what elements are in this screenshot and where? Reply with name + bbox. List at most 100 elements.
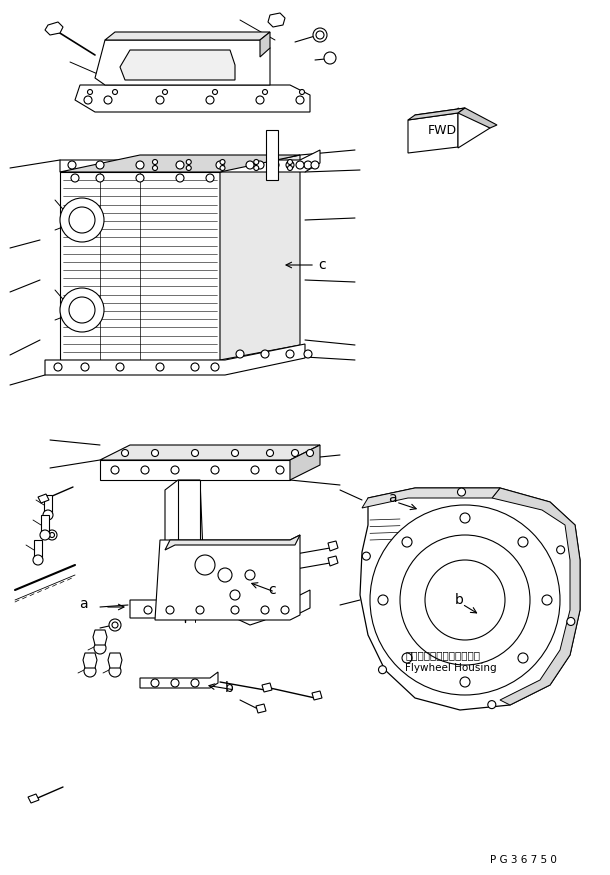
Text: a: a [79,597,88,611]
Circle shape [261,350,269,358]
Circle shape [370,505,560,695]
Circle shape [518,653,528,663]
Circle shape [206,96,214,104]
Circle shape [84,665,96,677]
Circle shape [212,89,218,94]
Circle shape [518,537,528,547]
Polygon shape [362,488,500,508]
Polygon shape [360,488,580,710]
Polygon shape [408,108,465,120]
Circle shape [112,622,118,628]
Circle shape [287,165,293,171]
Polygon shape [328,541,338,551]
Circle shape [425,560,505,640]
Circle shape [211,363,219,371]
Circle shape [156,96,164,104]
Circle shape [40,530,50,540]
Polygon shape [492,488,580,705]
Circle shape [186,165,192,171]
Circle shape [112,89,118,94]
Polygon shape [60,150,320,172]
Circle shape [379,666,387,674]
Circle shape [311,161,319,169]
Circle shape [191,363,199,371]
Polygon shape [130,590,310,618]
Text: b: b [455,593,464,607]
Circle shape [218,568,232,582]
Circle shape [171,466,179,474]
Circle shape [49,533,54,537]
Circle shape [245,570,255,580]
Circle shape [43,510,53,520]
Circle shape [152,159,157,164]
Circle shape [281,606,289,614]
Polygon shape [262,683,272,692]
Circle shape [262,89,268,94]
Polygon shape [165,480,205,618]
Circle shape [156,363,164,371]
Circle shape [136,161,144,169]
Circle shape [186,159,192,164]
Circle shape [267,450,273,457]
Circle shape [176,174,184,182]
Circle shape [246,161,254,169]
Polygon shape [95,40,270,85]
Circle shape [567,618,575,626]
Polygon shape [75,85,310,112]
Text: FWD: FWD [428,123,457,136]
Bar [34,540,42,558]
Circle shape [304,161,312,169]
Polygon shape [328,556,338,566]
Polygon shape [312,691,322,700]
Circle shape [362,552,370,560]
Circle shape [191,679,199,687]
Circle shape [300,89,304,94]
Polygon shape [178,480,200,600]
Polygon shape [458,108,497,128]
Circle shape [286,350,294,358]
Polygon shape [93,630,107,645]
Polygon shape [83,653,97,668]
Circle shape [96,174,104,182]
Polygon shape [140,672,218,688]
Circle shape [378,595,388,605]
Polygon shape [408,113,458,153]
Circle shape [286,161,294,169]
Polygon shape [120,50,235,80]
Polygon shape [458,108,490,148]
Circle shape [402,537,412,547]
Circle shape [87,89,93,94]
Circle shape [81,363,89,371]
Circle shape [60,198,104,242]
Polygon shape [415,108,465,148]
Text: a: a [388,491,396,505]
Circle shape [84,96,92,104]
Circle shape [104,96,112,104]
Polygon shape [60,155,300,172]
Circle shape [195,555,215,575]
Circle shape [232,450,239,457]
Circle shape [121,450,129,457]
Polygon shape [260,32,270,57]
Circle shape [256,161,264,169]
Polygon shape [155,535,300,620]
Polygon shape [108,653,122,668]
Polygon shape [28,794,39,803]
Bar [266,130,278,180]
Circle shape [216,161,224,169]
Polygon shape [220,155,300,360]
Circle shape [68,161,76,169]
Circle shape [94,642,106,654]
Circle shape [152,165,157,171]
Circle shape [162,89,168,94]
Circle shape [144,606,152,614]
Circle shape [542,595,552,605]
Circle shape [211,466,219,474]
Circle shape [557,546,565,554]
Polygon shape [268,13,285,27]
Circle shape [460,513,470,523]
Circle shape [109,619,121,631]
Circle shape [251,466,259,474]
Text: b: b [225,681,234,695]
Circle shape [261,606,269,614]
